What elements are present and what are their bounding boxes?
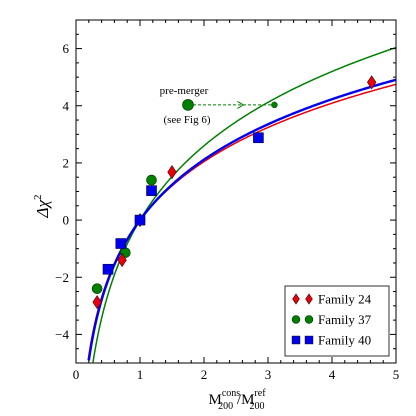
family-24-point-1: [92, 295, 102, 310]
legend-marker-family-37-b: [304, 315, 314, 324]
family-40-point-3: [134, 214, 146, 226]
annotation-start-marker: [182, 99, 194, 111]
legend-label-family-24: Family 24: [318, 292, 372, 307]
annotation-sublabel: (see Fig 6): [163, 114, 210, 126]
legend-label-family-40: Family 40: [318, 333, 371, 348]
family-24-point-4: [167, 165, 177, 180]
family-40-point-1: [102, 263, 114, 275]
legend-marker-family-24-b: [305, 293, 313, 305]
y-tick-label: 0: [63, 213, 70, 228]
axes: [75, 19, 397, 364]
x-tick-label: 3: [265, 367, 272, 382]
legend-marker-family-37-a: [291, 315, 301, 324]
y-tick-label: 4: [63, 98, 70, 113]
y-tick-label: 6: [63, 41, 70, 56]
legend-marker-family-24-a: [292, 293, 300, 305]
legend: Family 24 Family 37 Family 40: [284, 285, 390, 357]
x-tick-label: 2: [201, 367, 208, 382]
annotation-label: pre-merger: [160, 85, 209, 97]
legend-marker-family-40-a: [291, 335, 301, 345]
family-40-point-5: [253, 132, 264, 144]
legend-label-family-37: Family 37: [318, 312, 372, 327]
y-tick-label: −2: [55, 270, 69, 285]
family-24-point-2: [117, 253, 127, 268]
y-tick-label: 2: [63, 155, 70, 170]
data-points: [91, 75, 377, 310]
x-tick-label: 5: [393, 367, 400, 382]
family-40-point-4: [146, 185, 157, 196]
x-tick-label: 1: [137, 367, 144, 382]
x-tick-label: 4: [329, 367, 336, 382]
pre-merger-annotation: pre-merger (see Fig 6): [160, 85, 278, 126]
x-tick-label: 0: [73, 367, 80, 382]
family-37-point-1: [91, 283, 103, 294]
family-37-point-4: [146, 174, 157, 186]
y-axis-label: Δχ2: [32, 195, 52, 219]
legend-box: [284, 285, 390, 357]
annotation-arrowhead: [237, 100, 245, 109]
legend-marker-family-40-b: [304, 335, 314, 345]
family-40-point-2: [115, 238, 127, 249]
y-tick-label: −4: [55, 327, 69, 342]
x-axis-label: Mcons 200 /Mref 200: [208, 388, 266, 412]
family-24-point-5: [367, 75, 377, 90]
annotation-end-marker: [271, 101, 278, 109]
tick-labels: 0 1 2 3 4 5 −4 −2 0 2 4 6: [55, 41, 399, 382]
